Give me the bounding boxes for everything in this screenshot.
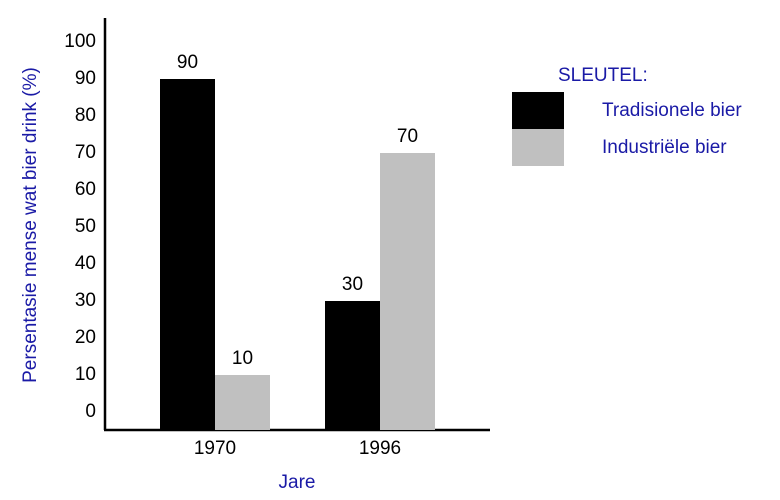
y-tick-label: 50 xyxy=(75,216,96,237)
x-tick-label: 1970 xyxy=(194,438,236,459)
y-tick-label: 80 xyxy=(75,105,96,126)
x-tick-labels: 1970 1996 xyxy=(194,438,401,459)
data-labels: 90 10 30 70 xyxy=(177,52,418,369)
y-tick-label: 0 xyxy=(85,401,96,422)
data-label: 30 xyxy=(342,274,363,295)
x-axis-title: Jare xyxy=(279,472,316,493)
legend-swatch xyxy=(512,92,564,129)
bars xyxy=(160,79,435,430)
data-label: 90 xyxy=(177,52,198,73)
y-tick-label: 40 xyxy=(75,253,96,274)
y-tick-label: 90 xyxy=(75,68,96,89)
x-tick-label: 1996 xyxy=(359,438,401,459)
legend: Tradisionele bier Industriële bier xyxy=(512,92,742,166)
legend-label: Industriële bier xyxy=(602,137,727,158)
data-label: 10 xyxy=(232,348,253,369)
y-tick-label: 20 xyxy=(75,327,96,348)
y-tick-label: 30 xyxy=(75,290,96,311)
bar-1970-industriele xyxy=(215,375,270,430)
y-tick-label: 100 xyxy=(64,31,96,52)
legend-title: SLEUTEL: xyxy=(558,65,648,86)
legend-swatch xyxy=(512,129,564,166)
y-tick-label: 60 xyxy=(75,179,96,200)
legend-label: Tradisionele bier xyxy=(602,100,742,121)
y-tick-label: 10 xyxy=(75,364,96,385)
bar-1996-tradisionele xyxy=(325,301,380,430)
y-axis-title: Persentasie mense wat bier drink (%) xyxy=(20,67,41,383)
data-label: 70 xyxy=(397,126,418,147)
y-tick-label: 70 xyxy=(75,142,96,163)
bar-1970-tradisionele xyxy=(160,79,215,430)
y-tick-labels: 0 10 20 30 40 50 60 70 80 90 100 xyxy=(64,31,96,422)
bar-1996-industriele xyxy=(380,153,435,430)
